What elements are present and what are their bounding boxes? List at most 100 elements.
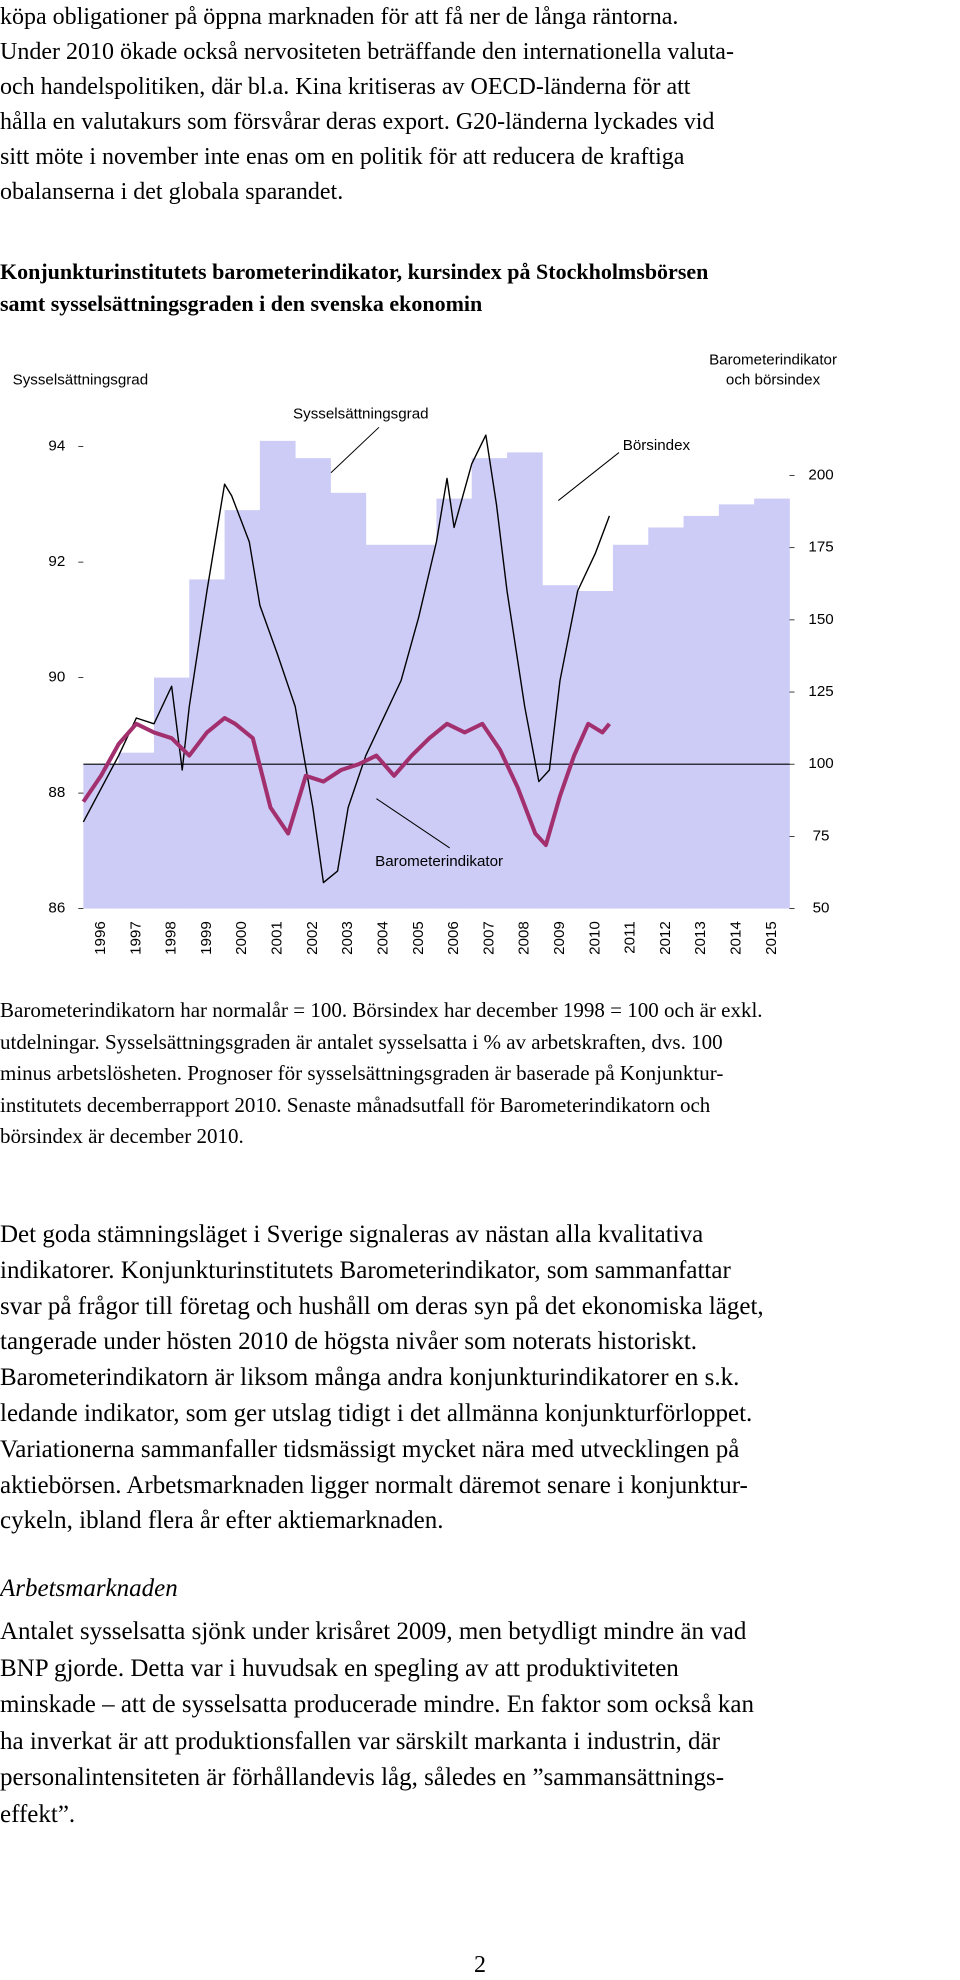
chart-title: Konjunkturinstitutets barometerindikator… [0,256,960,320]
series-label: Sysselsättningsgrad [293,406,429,423]
x-tick-label: 2002 [304,921,321,955]
x-tick-label: 2012 [657,921,674,955]
series-label: Barometerindikator [375,853,503,870]
bar [365,544,402,909]
y2-tick-label: 100 [808,755,833,772]
x-tick-label: 2009 [551,921,568,955]
bar [648,527,684,909]
line-series [81,715,611,848]
chart: 1996 1997 1998 1999 2000 2001 2002 2003 2004 2005… [13,351,837,955]
x-tick-label: 2014 [728,921,745,955]
text-line: Barometerindikatorn har normalår = 100. … [0,998,763,1022]
text-line: Under 2010 ökade också nervositeten betr… [0,39,734,65]
x-tick-label: 1999 [198,921,215,955]
bar [189,579,225,909]
text-line: minus arbetslösheten. Prognoser för syss… [0,1061,724,1086]
text-line: köpa obligationer på öppna marknaden för… [0,4,679,30]
bar [83,764,120,909]
text-line: Barometerindikatorn är liksom många andr… [0,1364,740,1392]
bar [295,458,331,909]
text-line: Konjunkturinstitutets barometerindikator… [0,259,709,284]
body-paragraph: Det goda stämningsläget i Sverige signal… [0,1217,960,1539]
leader-line [330,426,380,474]
leader-line [376,798,450,849]
bar [612,544,649,909]
y-tick-label: 92 [48,553,65,570]
x-tick-label: 2000 [233,921,250,955]
chart-caption: Barometerindikatorn har normalår = 100. … [0,995,960,1153]
text-line: personalintensiteten är förhållandevis l… [0,1764,725,1792]
body-paragraph: Antalet sysselsatta sjönk under krisåret… [0,1614,960,1834]
y2-tick-label: 50 [813,900,830,917]
bar [507,452,543,909]
x-tick-label: 2010 [586,921,603,955]
bar [118,752,155,909]
x-tick-label: 2007 [480,921,497,955]
y2-axis-title: och börsindex [726,372,821,389]
bar [259,440,296,909]
bar [471,458,508,909]
y-tick-label: 86 [48,900,65,917]
x-tick-label: 2003 [339,921,356,955]
y2-tick-label: 75 [813,827,830,844]
x-tick-label: 2013 [692,921,709,955]
bar [577,590,614,909]
bar [683,515,720,909]
text-line: obalanserna i det globala sparandet. [0,179,344,205]
x-tick-label: 2008 [516,921,533,955]
text-line: sitt möte i november inte enas om en pol… [0,144,685,170]
x-tick-label: 1998 [163,921,180,955]
text-line: minskade – att de sysselsatta producerad… [0,1691,754,1719]
y-tick-label: 90 [48,669,65,686]
x-tick-label: 2006 [445,921,462,955]
text-line: Det goda stämningsläget i Sverige signal… [0,1221,704,1248]
y-tick-label: 94 [48,438,65,455]
text-line: utdelningar. Sysselsättningsgraden är an… [0,1029,723,1054]
bar [436,498,473,909]
y2-tick-label: 150 [808,611,833,628]
x-tick-label: 1997 [127,921,144,955]
text-line: aktiebörsen. Arbetsmarknaden ligger norm… [0,1471,748,1499]
text-line: cykeln, ibland flera år efter aktiemarkn… [0,1507,444,1535]
y2-tick-label: 200 [808,466,833,483]
y-tick-label: 88 [48,784,65,801]
subheading: Arbetsmarknaden [0,1575,178,1602]
leader-line [558,452,620,501]
bar [754,498,790,909]
bar [401,544,437,909]
y2-tick-label: 125 [808,683,833,700]
bar [224,510,261,909]
text-line: Variationerna sammanfaller tidsmässigt m… [0,1435,740,1463]
bar [153,677,190,909]
text-line: och handelspolitiken, där bl.a. Kina kri… [0,74,691,100]
bar [718,504,755,909]
text-line: ledande indikator, som ger utslag tidigt… [0,1399,753,1427]
y2-axis-title: Barometerindikator [709,351,837,368]
x-tick-label: 2001 [269,921,286,955]
text-line: tangerade under hösten 2010 de högsta ni… [0,1328,698,1356]
text-line: börsindex är december 2010. [0,1124,244,1149]
text-line: BNP gjorde. Detta var i huvudsak en speg… [0,1654,679,1682]
line-series [82,434,611,884]
x-tick-label: 2011 [622,921,639,954]
y2-tick-label: 175 [808,539,833,556]
text-line: svar på frågor till företag och hushåll … [0,1292,764,1320]
text-line: Antalet sysselsatta sjönk under krisåret… [0,1618,747,1645]
bar [330,492,367,909]
intro-paragraph: köpa obligationer på öppna marknaden för… [0,0,960,210]
x-tick-label: 2015 [763,921,780,955]
text-line: indikatorer. Konjunkturinstitutets Barom… [0,1256,731,1284]
text-line: effekt”. [0,1800,76,1828]
text-line: institutets decemberrapport 2010. Senast… [0,1092,711,1117]
x-tick-label: 2004 [374,921,391,955]
x-tick-label: 2005 [410,921,427,955]
bar [542,585,579,909]
text-line: hålla en valutakurs som försvårar deras … [0,109,715,135]
x-tick-label: 1996 [92,921,109,955]
text-line: samt sysselsättningsgraden i den svenska… [0,291,483,316]
y-axis-title: Sysselsättningsgrad [13,372,149,389]
text-line: ha inverkat är att produktionsfallen var… [0,1727,720,1755]
series-label: Börsindex [623,437,691,454]
page-number: 2 [474,1952,486,1978]
